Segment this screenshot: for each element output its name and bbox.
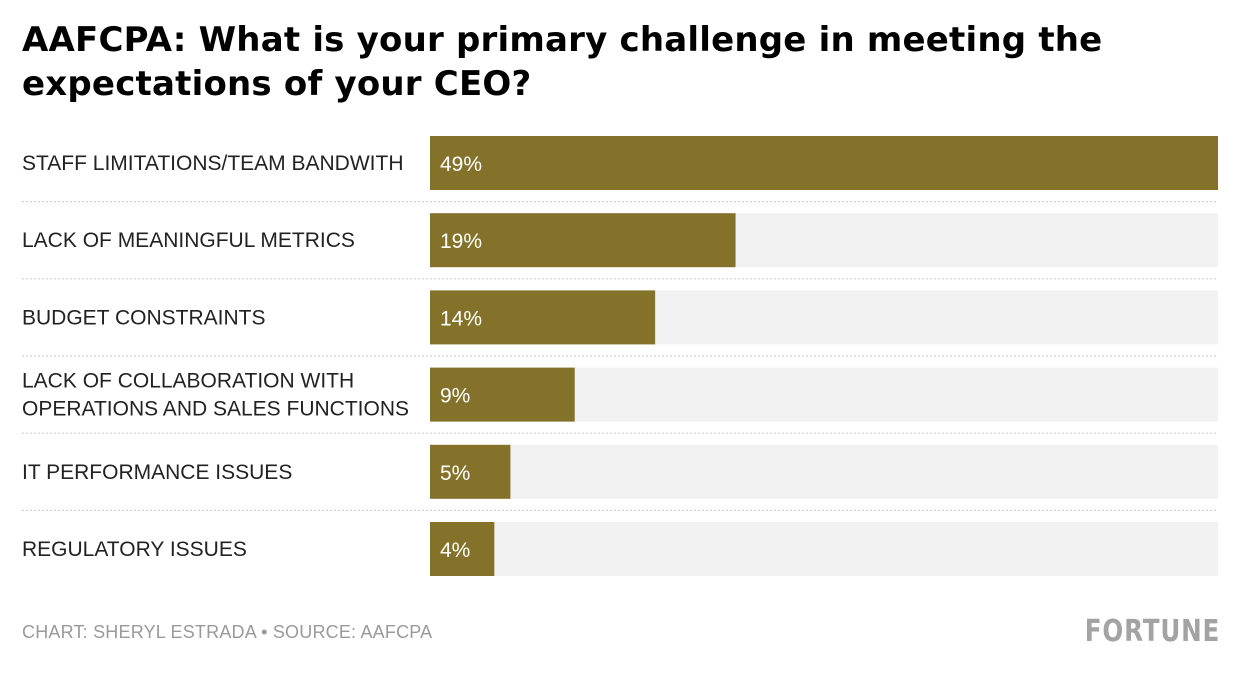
bar <box>430 522 495 576</box>
bar-track <box>430 522 1218 576</box>
category-label: REGULATORY ISSUES <box>22 538 247 561</box>
bar <box>430 136 1218 190</box>
value-label: 4% <box>440 539 470 562</box>
chart-credit: CHART: SHERYL ESTRADA • SOURCE: AAFCPA <box>22 622 433 642</box>
bar <box>430 290 656 345</box>
value-label: 9% <box>440 385 470 408</box>
category-label: LACK OF COLLABORATION WITH <box>22 370 354 393</box>
value-label: 5% <box>440 462 470 485</box>
bar <box>430 444 511 499</box>
chart-title: AAFCPA: What is your primary challenge i… <box>22 20 1103 104</box>
bar <box>430 213 736 268</box>
bar-track <box>430 444 1218 499</box>
bar <box>430 367 575 422</box>
category-label: STAFF LIMITATIONS/TEAM BANDWITH <box>22 152 404 175</box>
category-label: BUDGET CONSTRAINTS <box>22 306 265 329</box>
value-label: 49% <box>440 153 482 176</box>
category-label: OPERATIONS AND SALES FUNCTIONS <box>22 398 409 421</box>
value-label: 19% <box>440 230 482 253</box>
category-label: LACK OF MEANINGFUL METRICS <box>22 229 355 252</box>
category-label: IT PERFORMANCE ISSUES <box>22 461 292 484</box>
value-label: 14% <box>440 307 482 330</box>
fortune-logo: FORTUNE <box>1084 614 1220 649</box>
